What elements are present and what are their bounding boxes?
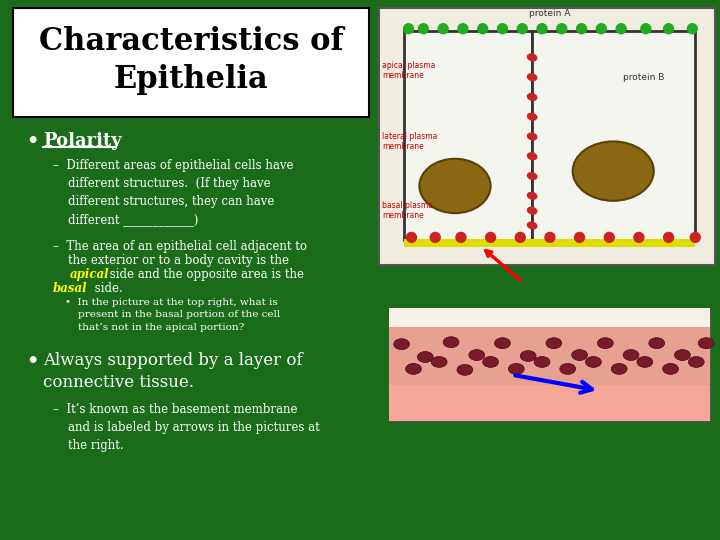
Ellipse shape [527,192,537,200]
FancyBboxPatch shape [13,8,369,117]
Ellipse shape [482,356,498,367]
Circle shape [604,232,614,242]
Ellipse shape [405,363,421,374]
Text: –  It’s known as the basement membrane
    and is labeled by arrows in the pictu: – It’s known as the basement membrane an… [53,403,319,453]
Ellipse shape [431,356,447,367]
Circle shape [641,24,651,33]
Circle shape [537,24,547,33]
Text: Polarity: Polarity [42,132,122,150]
Circle shape [577,24,587,33]
Ellipse shape [534,356,550,367]
Circle shape [596,24,606,33]
Ellipse shape [420,159,490,213]
Ellipse shape [457,364,473,375]
Circle shape [690,232,701,242]
Ellipse shape [572,349,588,361]
Circle shape [498,24,508,33]
Ellipse shape [623,349,639,361]
Ellipse shape [527,53,537,62]
Circle shape [557,24,567,33]
FancyBboxPatch shape [389,308,710,327]
Circle shape [407,232,416,242]
Circle shape [404,24,413,33]
Circle shape [486,232,495,242]
Circle shape [418,24,428,33]
Ellipse shape [675,349,690,361]
Ellipse shape [527,221,537,229]
Ellipse shape [527,132,537,140]
Ellipse shape [469,349,485,361]
Ellipse shape [508,363,524,374]
Text: apical: apical [69,268,109,281]
Circle shape [545,232,555,242]
FancyBboxPatch shape [389,384,710,421]
Ellipse shape [560,363,575,374]
Text: basal plasma
membrane: basal plasma membrane [382,201,433,220]
Ellipse shape [527,73,537,81]
Circle shape [458,24,468,33]
Text: apical plasma
membrane: apical plasma membrane [382,60,435,80]
Text: side and the opposite area is the: side and the opposite area is the [106,268,304,281]
Circle shape [688,24,697,33]
Ellipse shape [527,172,537,180]
Ellipse shape [688,356,704,367]
Text: Always supported by a layer of
connective tissue.: Always supported by a layer of connectiv… [42,352,302,390]
Ellipse shape [598,338,613,349]
Text: •: • [26,352,38,370]
Ellipse shape [698,338,714,349]
Text: lateral plasma
membrane: lateral plasma membrane [382,132,437,151]
Ellipse shape [527,113,537,121]
Text: •  In the picture at the top right, what is
    present in the basal portion of : • In the picture at the top right, what … [66,298,281,332]
Circle shape [517,24,527,33]
Text: protein B: protein B [623,73,665,82]
Ellipse shape [572,141,654,201]
Circle shape [438,24,448,33]
FancyBboxPatch shape [404,239,696,247]
Ellipse shape [637,356,653,367]
FancyBboxPatch shape [532,31,696,240]
Circle shape [616,24,626,33]
Ellipse shape [443,337,459,348]
Ellipse shape [649,338,665,349]
FancyBboxPatch shape [389,308,710,421]
Ellipse shape [662,363,678,374]
Ellipse shape [495,338,510,349]
Circle shape [575,232,585,242]
Text: protein A: protein A [529,9,571,18]
Ellipse shape [546,338,562,349]
Ellipse shape [527,152,537,160]
Circle shape [634,232,644,242]
Text: the exterior or to a body cavity is the: the exterior or to a body cavity is the [53,254,289,267]
Text: –  The area of an epithelial cell adjacent to: – The area of an epithelial cell adjacen… [53,240,307,253]
FancyBboxPatch shape [389,327,710,384]
Text: •: • [26,132,38,150]
Text: side.: side. [91,282,123,295]
Text: –  Different areas of epithelial cells have
    different structures.  (If they : – Different areas of epithelial cells ha… [53,159,293,226]
Ellipse shape [585,356,601,367]
Ellipse shape [527,207,537,215]
FancyBboxPatch shape [404,31,532,240]
Circle shape [664,24,673,33]
Circle shape [478,24,487,33]
Ellipse shape [418,352,433,362]
Text: basal: basal [53,282,87,295]
Ellipse shape [611,363,627,374]
Circle shape [664,232,673,242]
Ellipse shape [394,339,410,349]
Ellipse shape [527,93,537,101]
FancyBboxPatch shape [379,8,715,265]
Circle shape [431,232,440,242]
Circle shape [516,232,525,242]
Circle shape [456,232,466,242]
Ellipse shape [521,350,536,361]
Text: Characteristics of
Epithelia: Characteristics of Epithelia [39,26,343,95]
